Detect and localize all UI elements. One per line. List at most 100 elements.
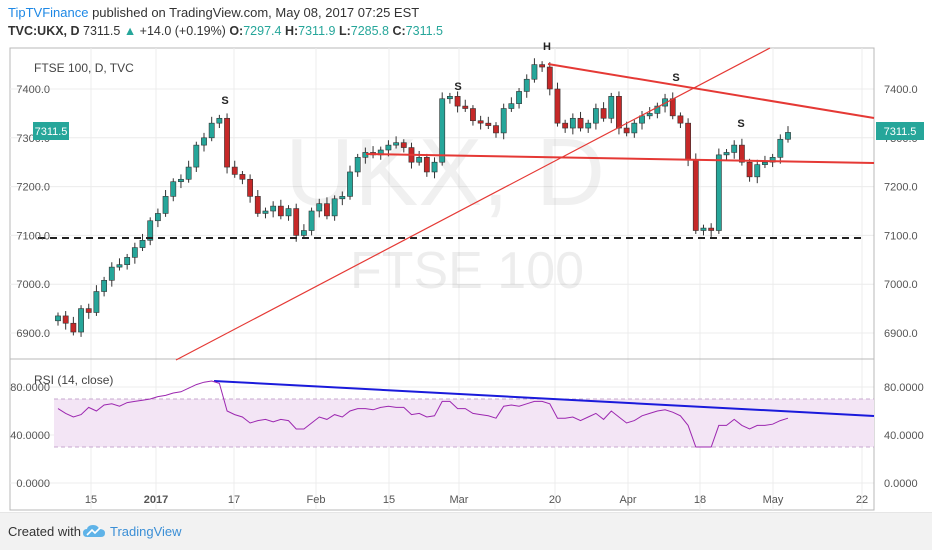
candle-body (78, 308, 84, 333)
candle-body (439, 98, 446, 163)
candle-body (154, 213, 161, 222)
pattern-label: S (672, 72, 679, 84)
y-tick-label-left: 7200.0 (16, 182, 50, 194)
y-tick-label-left: 7000.0 (16, 279, 50, 291)
candle-body (231, 166, 238, 175)
candle-body (785, 132, 791, 140)
candle-body (293, 208, 300, 236)
tradingview-cloud-icon (83, 525, 105, 537)
tradingview-link[interactable]: TradingView (110, 524, 182, 539)
price-badge-left: 7311.5 (33, 122, 69, 140)
rsi-tick-label-right: 0.0000 (884, 478, 918, 490)
rsi-trendline[interactable] (213, 380, 875, 417)
candle-body (347, 171, 353, 197)
x-tick-label: 2017 (144, 494, 168, 506)
chart-title: FTSE 100, D, TVC (34, 61, 134, 75)
publisher-link[interactable]: TipTVFinance (8, 5, 89, 20)
candle-body (523, 78, 530, 92)
candle-body (777, 138, 784, 158)
pattern-labels: S H S S S (221, 41, 744, 130)
trendlines[interactable] (175, 47, 875, 417)
candle-body (124, 257, 131, 265)
candle-body (516, 91, 522, 104)
candle-body (692, 159, 699, 231)
candle-body (385, 144, 392, 151)
pattern-label: H (543, 41, 551, 53)
rsi-legend: RSI (14, close) (34, 373, 113, 387)
rsi-tick-label-right: 80.0000 (884, 382, 924, 394)
candle-body (585, 122, 592, 129)
candle-body (224, 117, 230, 168)
candle-body (623, 127, 630, 134)
candle-body (746, 161, 753, 178)
candle-body (308, 210, 315, 231)
x-axis[interactable]: 15 2017 17 Feb 15 Mar 20 Apr 18 May 22 (85, 494, 868, 506)
candle-body (70, 322, 77, 333)
y-tick-label-right: 6900.0 (884, 328, 918, 340)
candle-body (185, 166, 192, 180)
high-value: 7311.9 (298, 24, 336, 38)
candle-body (608, 96, 615, 119)
candle-body (738, 144, 745, 163)
candle-body (339, 196, 346, 200)
x-tick-label: 17 (228, 494, 240, 506)
candle-body (600, 108, 607, 119)
open-label: O: (229, 24, 244, 38)
x-tick-label: Apr (619, 494, 636, 506)
candle-body (178, 178, 184, 183)
candle-body (423, 157, 430, 173)
candle-body (646, 113, 653, 117)
candle-body (270, 205, 277, 212)
candle-body (170, 181, 177, 197)
candle-body (277, 205, 284, 217)
candle-body (708, 227, 715, 231)
pattern-label: S (737, 118, 744, 130)
candle-body (446, 96, 453, 100)
publish-info: TipTVFinance published on TradingView.co… (8, 5, 419, 20)
y-tick-label-right: 7100.0 (884, 230, 918, 242)
candle-body (354, 157, 361, 173)
last-price: 7311.5 (83, 24, 121, 38)
candle-body (316, 203, 323, 212)
y-tick-label-left: 7400.0 (16, 84, 50, 96)
close-label: C: (392, 24, 406, 38)
pattern-label: S (454, 81, 461, 93)
candle-body (116, 264, 123, 268)
watermark-name: FTSE 100 (350, 242, 584, 300)
up-arrow-icon: ▲ (123, 24, 137, 38)
candle-body (62, 315, 69, 324)
candle-body (300, 230, 307, 236)
candle-body (431, 161, 438, 173)
candle-body (631, 122, 638, 134)
neckline[interactable] (365, 153, 875, 164)
x-tick-label: 22 (856, 494, 868, 506)
candle-body (723, 152, 730, 156)
candle-body (715, 154, 722, 231)
x-tick-label: 20 (549, 494, 561, 506)
x-tick-label: 15 (383, 494, 395, 506)
candle-body (508, 103, 515, 109)
candle-body (93, 291, 100, 313)
footer: Created with TradingView (0, 512, 932, 550)
candle-body (685, 122, 692, 161)
rising-trendline[interactable] (175, 47, 771, 361)
candle-body (669, 98, 676, 117)
published-text: published on TradingView.com, May 08, 20… (92, 5, 420, 20)
close-value: 7311.5 (405, 24, 443, 38)
y-tick-label-right: 7200.0 (884, 182, 918, 194)
candle-body (247, 178, 254, 197)
rsi-axis: 0.0000 0.0000 40.0000 40.0000 80.0000 80.0000 (10, 382, 924, 490)
y-tick-label-left: 6900.0 (16, 328, 50, 340)
candle-body (324, 203, 330, 217)
rsi-tick-label-left: 0.0000 (16, 478, 50, 490)
candles (55, 58, 791, 337)
pattern-label: S (221, 95, 228, 107)
candle-body (208, 122, 215, 139)
x-tick-label: Feb (307, 494, 326, 506)
y-tick-label-left: 7100.0 (16, 230, 50, 242)
falling-trendline[interactable] (547, 63, 875, 119)
price-badge-left-text: 7311.5 (35, 126, 68, 138)
